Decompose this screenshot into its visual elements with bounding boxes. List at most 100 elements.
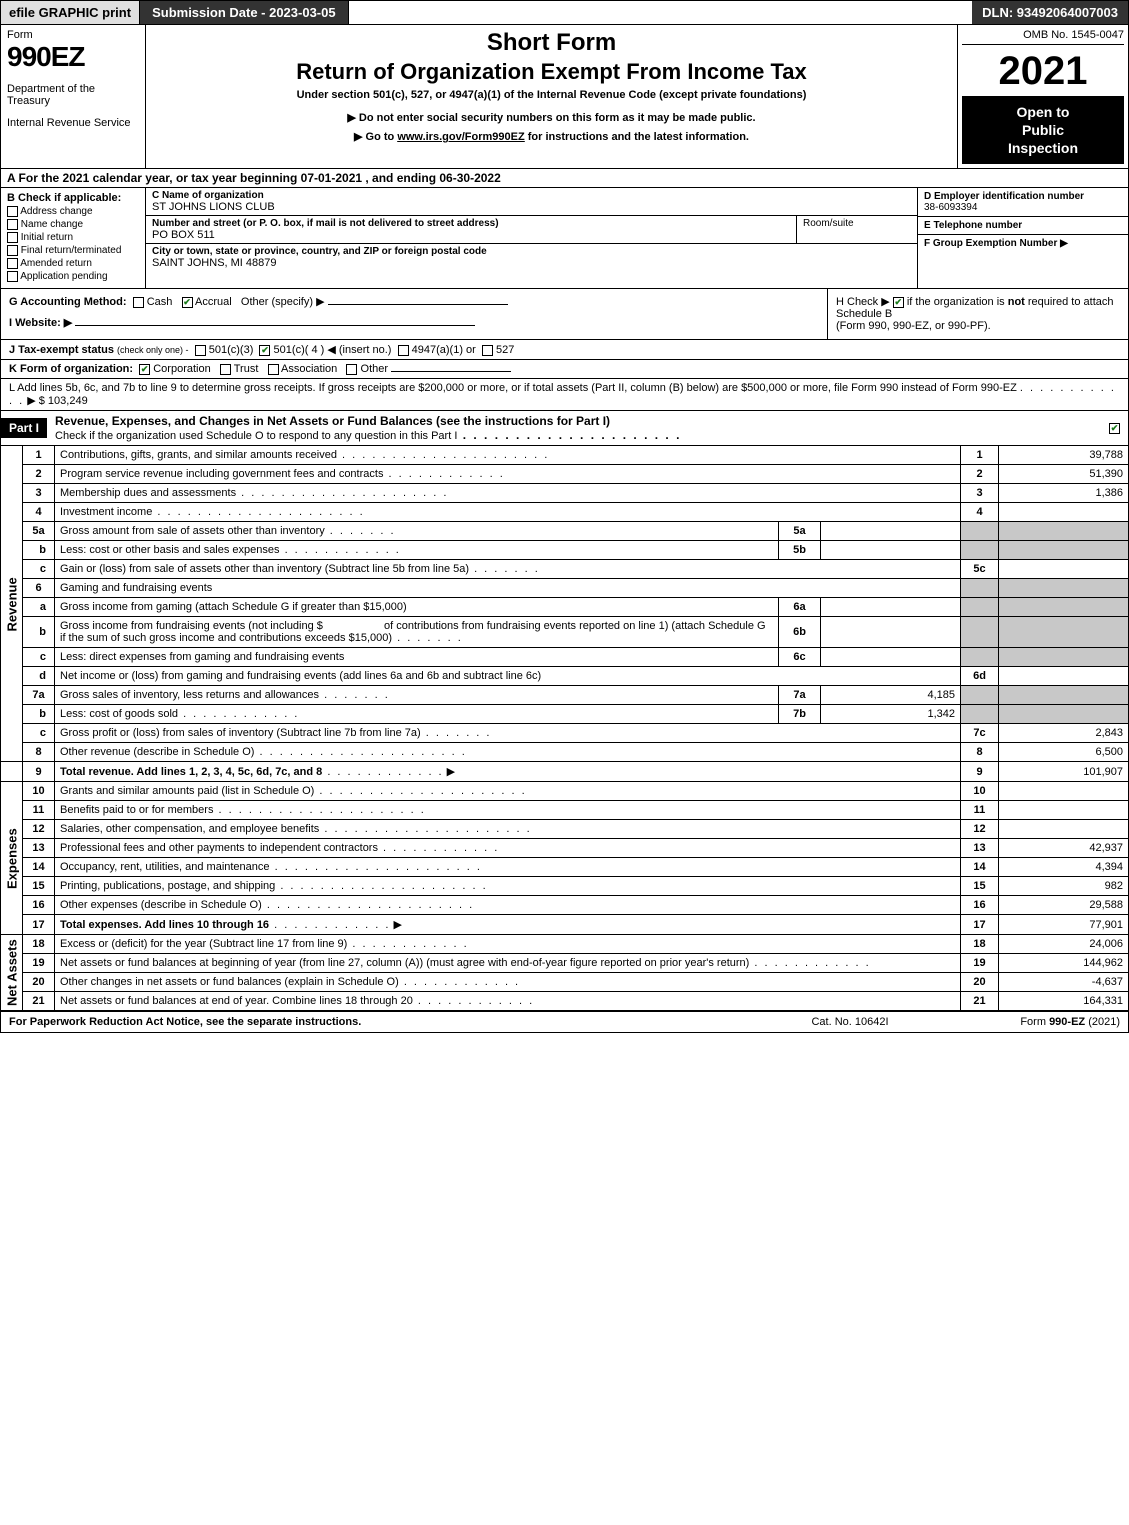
num-6a-g <box>961 598 999 617</box>
cb-4947[interactable] <box>398 345 409 356</box>
efile-print-button[interactable]: efile GRAPHIC print <box>1 1 140 24</box>
val-4 <box>999 503 1129 522</box>
desc-12: Salaries, other compensation, and employ… <box>55 820 961 839</box>
i-website-input[interactable] <box>75 325 475 326</box>
g-other-input[interactable] <box>328 304 508 305</box>
g-other: Other (specify) ▶ <box>241 296 325 308</box>
sn-7a: 7a <box>779 686 821 705</box>
cb-final-return[interactable]: Final return/terminated <box>7 245 139 256</box>
cb-application-pending[interactable]: Application pending <box>7 271 139 282</box>
desc-7b: Less: cost of goods sold <box>55 705 779 724</box>
desc-9: Total revenue. Add lines 1, 2, 3, 4, 5c,… <box>55 762 961 782</box>
inspect-line-2: Public <box>966 121 1120 139</box>
c-addr-main: Number and street (or P. O. box, if mail… <box>146 216 797 243</box>
row-6b: b Gross income from fundraising events (… <box>1 617 1129 648</box>
desc-13: Professional fees and other payments to … <box>55 839 961 858</box>
cb-trust[interactable] <box>220 364 231 375</box>
g-line: G Accounting Method: Cash Accrual Other … <box>9 295 819 308</box>
val-1: 39,788 <box>999 446 1129 465</box>
desc-20: Other changes in net assets or fund bala… <box>55 973 961 992</box>
c-name-label: C Name of organization <box>152 190 911 201</box>
j-o2: 501(c)( 4 ) ◀ (insert no.) <box>274 344 392 356</box>
header-left: Form 990EZ Department of the Treasury In… <box>1 25 146 168</box>
num-20: 20 <box>961 973 999 992</box>
num-6b-g <box>961 617 999 648</box>
row-12: 12 Salaries, other compensation, and emp… <box>1 820 1129 839</box>
ln-2: 2 <box>23 465 55 484</box>
desc-19: Net assets or fund balances at beginning… <box>55 954 961 973</box>
c-addr-label: Number and street (or P. O. box, if mail… <box>152 218 790 229</box>
j-label: J Tax-exempt status <box>9 344 114 356</box>
omb-number: OMB No. 1545-0047 <box>962 29 1124 45</box>
header-right: OMB No. 1545-0047 2021 Open to Public In… <box>958 25 1128 168</box>
row-21: 21 Net assets or fund balances at end of… <box>1 992 1129 1011</box>
ln-17: 17 <box>23 915 55 935</box>
short-form-title: Short Form <box>154 29 949 57</box>
val-5a-g <box>999 522 1129 541</box>
desc-5a: Gross amount from sale of assets other t… <box>55 522 779 541</box>
row-6d: d Net income or (loss) from gaming and f… <box>1 667 1129 686</box>
num-9: 9 <box>961 762 999 782</box>
num-17: 17 <box>961 915 999 935</box>
cb-corp[interactable] <box>139 364 150 375</box>
goto-text: ▶ Go to www.irs.gov/Form990EZ for instru… <box>154 130 949 143</box>
cb-501c[interactable] <box>259 345 270 356</box>
k-other: Other <box>361 363 389 375</box>
row-7c: c Gross profit or (loss) from sales of i… <box>1 724 1129 743</box>
sn-6a: 6a <box>779 598 821 617</box>
num-7c: 7c <box>961 724 999 743</box>
k-corp: Corporation <box>153 363 210 375</box>
ln-6d: d <box>23 667 55 686</box>
cb-h[interactable] <box>893 297 904 308</box>
footer-form: 990-EZ <box>1049 1016 1085 1028</box>
desc-2: Program service revenue including govern… <box>55 465 961 484</box>
cb-address-change[interactable]: Address change <box>7 206 139 217</box>
num-16: 16 <box>961 896 999 915</box>
cb-cash[interactable] <box>133 297 144 308</box>
cb-name-change[interactable]: Name change <box>7 219 139 230</box>
submission-date-button[interactable]: Submission Date - 2023-03-05 <box>140 1 349 24</box>
val-7b-g <box>999 705 1129 724</box>
cb-assoc[interactable] <box>268 364 279 375</box>
cb-amended-return[interactable]: Amended return <box>7 258 139 269</box>
desc-3: Membership dues and assessments <box>55 484 961 503</box>
row-13: 13 Professional fees and other payments … <box>1 839 1129 858</box>
desc-11: Benefits paid to or for members <box>55 801 961 820</box>
cb-part-i-schedule-o[interactable] <box>1109 423 1120 434</box>
ln-13: 13 <box>23 839 55 858</box>
c-name-val: ST JOHNS LIONS CLUB <box>152 201 911 213</box>
num-21: 21 <box>961 992 999 1011</box>
k-other-input[interactable] <box>391 371 511 372</box>
e-phone-label: E Telephone number <box>924 220 1122 231</box>
sv-5b <box>821 541 961 560</box>
cb-527[interactable] <box>482 345 493 356</box>
num-4: 4 <box>961 503 999 522</box>
desc-6b: Gross income from fundraising events (no… <box>55 617 779 648</box>
num-8: 8 <box>961 743 999 762</box>
irs-link[interactable]: www.irs.gov/Form990EZ <box>397 131 524 143</box>
cb-501c3[interactable] <box>195 345 206 356</box>
dln-label: DLN: 93492064007003 <box>972 1 1128 24</box>
form-number: 990EZ <box>7 41 139 73</box>
row-4: 4 Investment income 4 <box>1 503 1129 522</box>
k-label: K Form of organization: <box>9 363 133 375</box>
j-o4: 527 <box>496 344 514 356</box>
val-17: 77,901 <box>999 915 1129 935</box>
e-phone: E Telephone number <box>918 217 1128 235</box>
val-19: 144,962 <box>999 954 1129 973</box>
part-i-title: Revenue, Expenses, and Changes in Net As… <box>47 411 1109 445</box>
sn-5b: 5b <box>779 541 821 560</box>
row-6a: a Gross income from gaming (attach Sched… <box>1 598 1129 617</box>
cb-accrual[interactable] <box>182 297 193 308</box>
cb-other-org[interactable] <box>346 364 357 375</box>
side-revenue: Revenue <box>1 446 23 762</box>
num-15: 15 <box>961 877 999 896</box>
desc-1: Contributions, gifts, grants, and simila… <box>55 446 961 465</box>
sn-6c: 6c <box>779 648 821 667</box>
c-city-label: City or town, state or province, country… <box>152 246 911 257</box>
cb-initial-return[interactable]: Initial return <box>7 232 139 243</box>
val-13: 42,937 <box>999 839 1129 858</box>
l-text: L Add lines 5b, 6c, and 7b to line 9 to … <box>9 382 1017 394</box>
info-block: B Check if applicable: Address change Na… <box>0 188 1129 290</box>
ln-6b: b <box>23 617 55 648</box>
